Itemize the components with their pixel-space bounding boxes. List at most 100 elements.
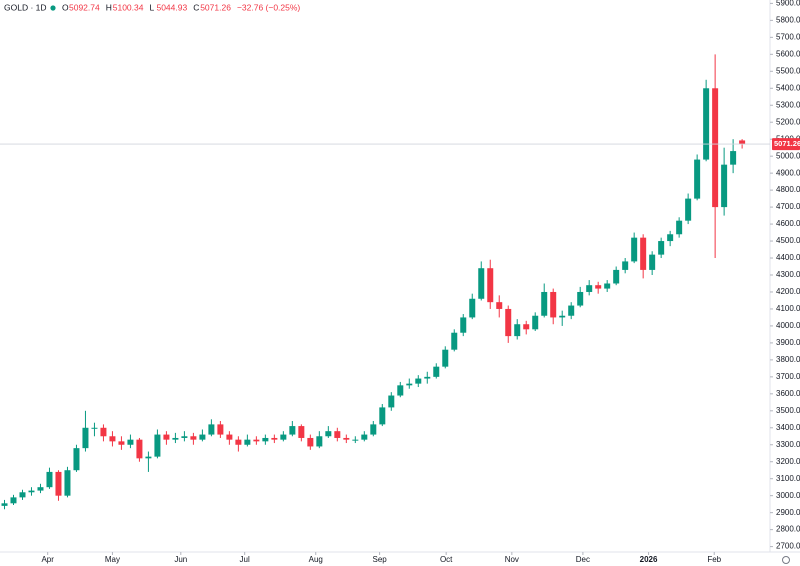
candle-body (10, 497, 17, 504)
candle-body (523, 324, 530, 330)
y-tick-label: 5500.00 (776, 66, 800, 75)
y-tick-label: 5300.00 (776, 100, 800, 109)
candle-body (163, 434, 170, 440)
candle-body (478, 268, 485, 299)
last-price-label: 5071.26 (774, 139, 800, 148)
symbol-title: GOLD · 1D (4, 2, 47, 12)
candle-body (262, 437, 269, 442)
y-tick-label: 3200.00 (776, 457, 800, 466)
candle-body (505, 308, 512, 337)
change-label: −32.76 (−0.25%) (237, 2, 300, 12)
candle-body (343, 437, 350, 440)
candle-body (316, 436, 323, 447)
y-tick-label: 4500.00 (776, 236, 800, 245)
legend-field: H (106, 2, 112, 12)
candle-body (496, 302, 503, 309)
x-tick-label: Nov (505, 555, 519, 564)
candle-body (442, 349, 449, 367)
status-dot (50, 5, 56, 11)
candle-body (127, 439, 134, 445)
candle-body (694, 159, 701, 199)
y-tick-label: 5200.00 (776, 117, 800, 126)
candle-body (271, 437, 278, 440)
candle-body (613, 269, 620, 284)
candle-body (181, 436, 188, 438)
legend-field: C (193, 2, 199, 12)
candle-body (712, 88, 719, 208)
y-tick-label: 3600.00 (776, 389, 800, 398)
candle-body (37, 487, 44, 491)
y-tick-label: 4900.00 (776, 168, 800, 177)
x-tick-label: Dec (576, 555, 590, 564)
candle-body (307, 437, 314, 447)
y-tick-label: 3300.00 (776, 440, 800, 449)
candle-body (136, 439, 143, 459)
candle-body (352, 439, 359, 441)
candle-body (676, 220, 683, 235)
candle-body (397, 385, 404, 396)
candle-body (658, 241, 665, 255)
candle-body (190, 436, 197, 440)
candle-body (541, 291, 548, 316)
candle-body (334, 431, 341, 438)
y-tick-label: 2900.00 (776, 508, 800, 517)
candle-body (19, 492, 26, 498)
y-tick-label: 3900.00 (776, 338, 800, 347)
candle-body (568, 305, 575, 316)
y-tick-label: 4800.00 (776, 185, 800, 194)
candle-body (685, 198, 692, 221)
candle-body (100, 427, 107, 437)
candle-body (235, 439, 242, 445)
candle-body (226, 434, 233, 440)
x-tick-label: Aug (309, 555, 323, 564)
candle-body (388, 395, 395, 408)
y-tick-label: 4300.00 (776, 270, 800, 279)
candle-body (631, 237, 638, 262)
y-tick-label: 3000.00 (776, 491, 800, 500)
candle-body (469, 298, 476, 318)
candle-body (424, 376, 431, 379)
candle-body (595, 285, 602, 289)
candle-body (415, 378, 422, 384)
y-tick-label: 5700.00 (776, 32, 800, 41)
y-tick-label: 4600.00 (776, 219, 800, 228)
candle-body (361, 434, 368, 440)
last-price-tag (772, 138, 800, 151)
y-tick-label: 3400.00 (776, 423, 800, 432)
candle-body (118, 441, 125, 445)
candle-body (721, 164, 728, 208)
y-tick-label: 4100.00 (776, 304, 800, 313)
y-tick-label: 5900.00 (776, 0, 800, 8)
candle-body (55, 471, 62, 496)
y-tick-label: 4200.00 (776, 287, 800, 296)
candle-body (28, 490, 35, 493)
candle-body (577, 291, 584, 306)
candle-body (739, 140, 746, 145)
y-tick-label: 3800.00 (776, 355, 800, 364)
settings-icon[interactable] (782, 556, 790, 564)
candle-body (460, 317, 467, 333)
x-tick-label: Oct (440, 555, 453, 564)
y-tick-label: 4000.00 (776, 321, 800, 330)
legend-field: O (62, 2, 69, 12)
x-tick-label: Apr (41, 555, 54, 564)
candle-body (667, 234, 674, 242)
x-tick-label: Jun (174, 555, 187, 564)
candle-body (64, 470, 71, 496)
candle-body (46, 471, 53, 488)
candle-body (703, 88, 710, 160)
y-tick-label: 4400.00 (776, 253, 800, 262)
y-tick-label: 5600.00 (776, 49, 800, 58)
candle-body (1, 503, 8, 506)
candle-body (217, 424, 224, 435)
x-tick-label: 2026 (640, 555, 658, 564)
legend-value: 5092.74 (69, 2, 100, 12)
gear[interactable] (782, 556, 790, 564)
candle-body (586, 285, 593, 292)
y-tick-label: 3100.00 (776, 474, 800, 483)
candle-body (73, 448, 80, 471)
candle-body (298, 426, 305, 438)
candle-body (145, 456, 152, 459)
legend-value: 5044.93 (156, 2, 187, 12)
